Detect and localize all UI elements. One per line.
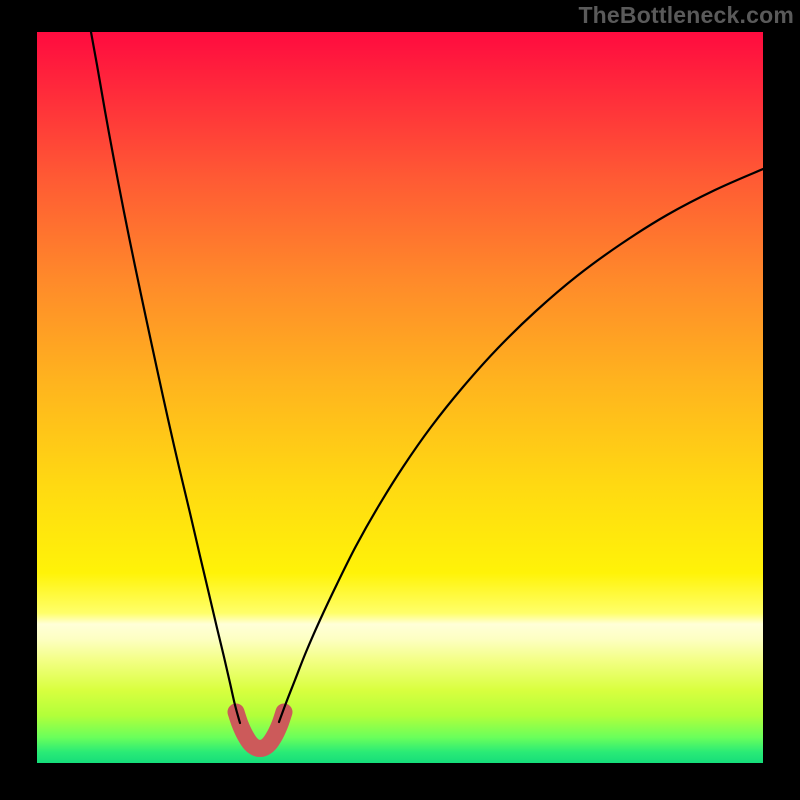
outer-frame: TheBottleneck.com	[0, 0, 800, 800]
curve-right-branch	[279, 169, 763, 722]
plot-area	[37, 32, 763, 763]
curve-svg	[37, 32, 763, 763]
watermark-text: TheBottleneck.com	[578, 2, 794, 29]
valley-notch	[236, 712, 284, 749]
curve-left-branch	[91, 32, 240, 723]
